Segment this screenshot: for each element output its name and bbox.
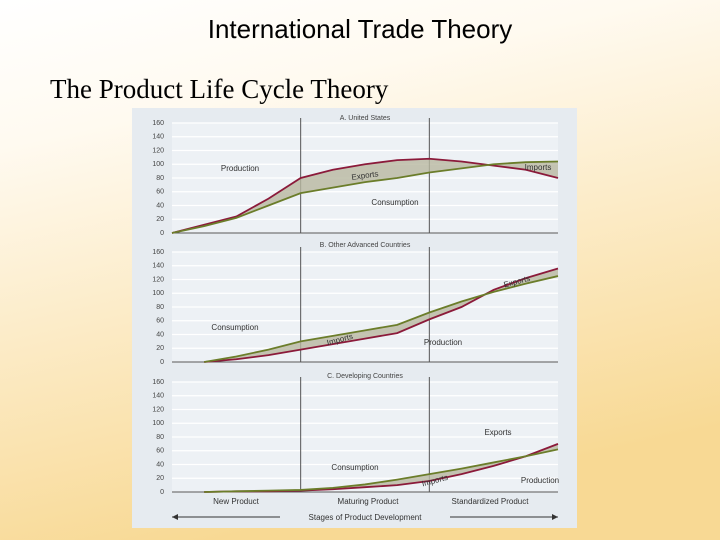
series-line bbox=[204, 448, 559, 493]
y-tick-label: 0 bbox=[160, 230, 164, 237]
y-tick-label: 120 bbox=[152, 276, 164, 283]
y-tick-label: 60 bbox=[156, 318, 164, 325]
y-tick-label: 40 bbox=[156, 461, 164, 468]
annotation: Production bbox=[521, 476, 559, 485]
y-tick-label: 40 bbox=[156, 331, 164, 338]
annotation: Exports bbox=[351, 169, 379, 182]
y-tick-label: 140 bbox=[152, 393, 164, 400]
y-tick-label: 140 bbox=[152, 263, 164, 270]
annotation: Consumption bbox=[331, 463, 378, 472]
stage-label: Maturing Product bbox=[338, 497, 400, 506]
y-tick-label: 0 bbox=[160, 359, 164, 366]
slide-title: International Trade Theory bbox=[208, 14, 512, 44]
y-tick-label: 160 bbox=[152, 379, 164, 386]
y-tick-label: 60 bbox=[156, 189, 164, 196]
series-line bbox=[171, 157, 559, 234]
y-tick-label: 80 bbox=[156, 434, 164, 441]
y-tick-label: 160 bbox=[152, 120, 164, 127]
y-tick-label: 160 bbox=[152, 249, 164, 256]
y-tick-label: 20 bbox=[156, 345, 164, 352]
y-tick-label: 0 bbox=[160, 489, 164, 496]
stage-label: New Product bbox=[213, 497, 260, 506]
annotation: Production bbox=[424, 338, 462, 347]
y-tick-label: 60 bbox=[156, 448, 164, 455]
x-label-bg bbox=[280, 512, 450, 522]
series-line bbox=[204, 275, 559, 363]
stage-label: Standardized Product bbox=[452, 497, 530, 506]
y-tick-label: 20 bbox=[156, 475, 164, 482]
y-tick-label: 40 bbox=[156, 202, 164, 209]
y-tick-label: 100 bbox=[152, 161, 164, 168]
chart-title: C. Developing Countries bbox=[327, 373, 403, 380]
series-line bbox=[204, 267, 559, 363]
chart-title: A. United States bbox=[340, 115, 391, 122]
y-tick-label: 20 bbox=[156, 216, 164, 223]
annotation: Imports bbox=[525, 163, 552, 172]
annotation: Exports bbox=[484, 428, 511, 437]
y-tick-label: 120 bbox=[152, 147, 164, 154]
slide-subtitle: The Product Life Cycle Theory bbox=[50, 74, 389, 104]
gap-area bbox=[172, 158, 558, 233]
y-tick-label: 100 bbox=[152, 420, 164, 427]
y-tick-label: 80 bbox=[156, 175, 164, 182]
annotation: Consumption bbox=[211, 323, 258, 332]
y-tick-label: 100 bbox=[152, 290, 164, 297]
chart-title: B. Other Advanced Countries bbox=[320, 242, 411, 249]
y-tick-label: 120 bbox=[152, 406, 164, 413]
annotation: Production bbox=[221, 164, 259, 173]
y-tick-label: 140 bbox=[152, 134, 164, 141]
series-line bbox=[171, 160, 559, 234]
x-axis-label: Stages of Product Development bbox=[309, 513, 423, 522]
annotation: Consumption bbox=[371, 198, 418, 207]
y-tick-label: 80 bbox=[156, 304, 164, 311]
